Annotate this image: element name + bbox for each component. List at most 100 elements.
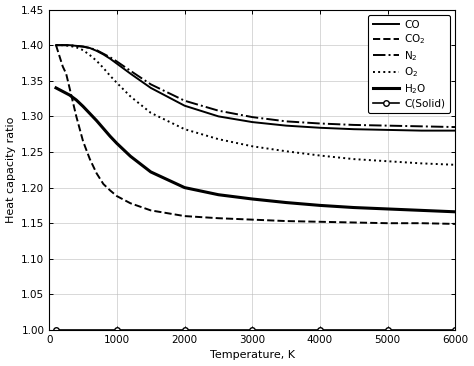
- O$_2$: [249, 144, 255, 149]
- CO: [60, 43, 65, 47]
- H$_2$O: [53, 86, 59, 90]
- N$_2$: [60, 43, 65, 47]
- N$_2$: [114, 59, 120, 64]
- CO$_2$: [419, 221, 424, 225]
- CO$_2$: [114, 194, 120, 198]
- C(Solid): [385, 328, 391, 332]
- CO: [80, 44, 86, 49]
- N$_2$: [107, 55, 113, 59]
- Line: H$_2$O: H$_2$O: [56, 88, 456, 212]
- CO: [351, 127, 357, 131]
- N$_2$: [351, 123, 357, 127]
- C(Solid): [216, 328, 221, 332]
- C(Solid): [80, 328, 86, 332]
- O$_2$: [128, 94, 133, 98]
- CO$_2$: [60, 64, 65, 69]
- O$_2$: [216, 137, 221, 141]
- C(Solid): [148, 328, 154, 332]
- N$_2$: [94, 48, 100, 52]
- N$_2$: [100, 52, 106, 56]
- CO: [182, 104, 187, 108]
- H$_2$O: [317, 203, 323, 208]
- N$_2$: [53, 43, 59, 47]
- N$_2$: [182, 98, 187, 103]
- CO: [94, 49, 100, 53]
- H$_2$O: [216, 193, 221, 197]
- C(Solid): [283, 328, 289, 332]
- X-axis label: Temperature, K: Temperature, K: [210, 350, 295, 361]
- Legend: CO, CO$_2$, N$_2$, O$_2$, H$_2$O, C(Solid): CO, CO$_2$, N$_2$, O$_2$, H$_2$O, C(Soli…: [367, 15, 450, 113]
- O$_2$: [419, 161, 424, 165]
- CO$_2$: [317, 220, 323, 224]
- H$_2$O: [80, 104, 86, 109]
- CO$_2$: [148, 208, 154, 213]
- CO: [87, 46, 93, 50]
- CO: [453, 128, 458, 133]
- O$_2$: [100, 66, 106, 70]
- CO: [148, 86, 154, 90]
- CO$_2$: [73, 114, 79, 119]
- Line: C(Solid): C(Solid): [53, 327, 458, 333]
- CO: [107, 56, 113, 61]
- C(Solid): [419, 328, 424, 332]
- N$_2$: [73, 44, 79, 48]
- O$_2$: [60, 43, 65, 47]
- C(Solid): [249, 328, 255, 332]
- H$_2$O: [60, 89, 65, 94]
- O$_2$: [385, 159, 391, 164]
- CO: [419, 128, 424, 133]
- CO$_2$: [94, 171, 100, 176]
- H$_2$O: [128, 154, 133, 158]
- N$_2$: [283, 119, 289, 124]
- CO: [53, 43, 59, 47]
- CO$_2$: [64, 71, 69, 76]
- C(Solid): [182, 328, 187, 332]
- H$_2$O: [283, 200, 289, 205]
- C(Solid): [317, 328, 323, 332]
- N$_2$: [216, 108, 221, 113]
- CO$_2$: [53, 43, 59, 47]
- H$_2$O: [419, 208, 424, 213]
- CO$_2$: [182, 214, 187, 218]
- CO$_2$: [100, 182, 106, 186]
- Line: O$_2$: O$_2$: [56, 45, 456, 165]
- CO: [67, 43, 73, 47]
- CO$_2$: [453, 222, 458, 226]
- CO: [73, 44, 79, 48]
- H$_2$O: [107, 134, 113, 138]
- N$_2$: [419, 124, 424, 128]
- C(Solid): [453, 328, 458, 332]
- N$_2$: [80, 44, 86, 49]
- O$_2$: [53, 43, 59, 47]
- CO: [114, 61, 120, 66]
- N$_2$: [67, 43, 73, 47]
- CO: [249, 120, 255, 124]
- O$_2$: [87, 53, 93, 57]
- N$_2$: [148, 82, 154, 86]
- N$_2$: [249, 115, 255, 119]
- H$_2$O: [182, 186, 187, 190]
- O$_2$: [80, 48, 86, 52]
- H$_2$O: [67, 93, 73, 97]
- CO$_2$: [385, 221, 391, 225]
- H$_2$O: [351, 205, 357, 210]
- O$_2$: [182, 127, 187, 131]
- C(Solid): [53, 328, 59, 332]
- O$_2$: [351, 157, 357, 161]
- CO$_2$: [351, 220, 357, 225]
- Line: CO$_2$: CO$_2$: [56, 45, 456, 224]
- H$_2$O: [249, 197, 255, 201]
- N$_2$: [128, 68, 133, 73]
- CO: [283, 123, 289, 128]
- O$_2$: [94, 59, 100, 63]
- O$_2$: [317, 153, 323, 158]
- CO$_2$: [249, 217, 255, 222]
- H$_2$O: [100, 126, 106, 131]
- CO: [385, 128, 391, 132]
- CO$_2$: [80, 139, 86, 143]
- H$_2$O: [73, 98, 79, 102]
- H$_2$O: [148, 170, 154, 174]
- Line: CO: CO: [56, 45, 456, 131]
- O$_2$: [73, 45, 79, 49]
- O$_2$: [283, 149, 289, 153]
